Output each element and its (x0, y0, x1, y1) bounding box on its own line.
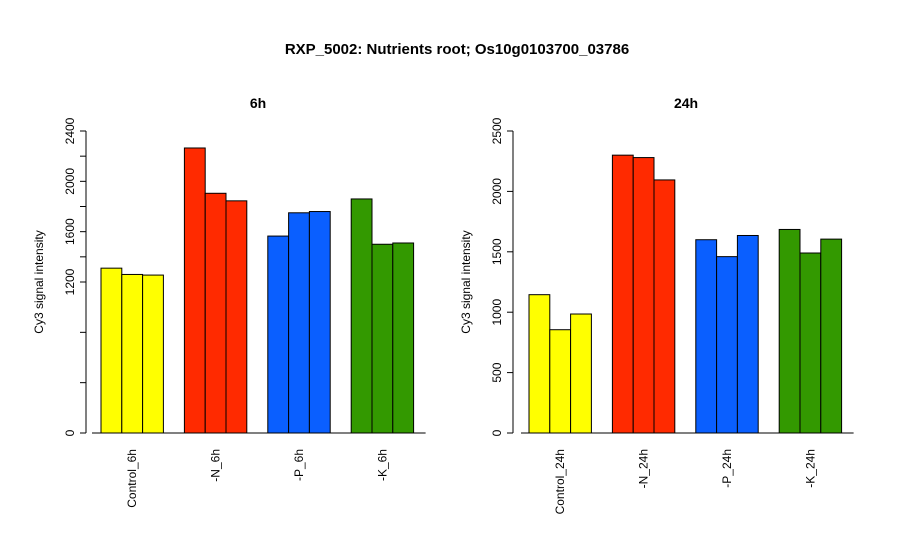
category-label--N_6h: -N_6h (209, 449, 223, 482)
y-tick-label-6h: 1200 (63, 268, 77, 295)
bar--N_6h (204, 192, 227, 434)
bar--P_24h (716, 256, 738, 434)
bar-Control_6h (121, 273, 144, 434)
bar--K_24h (799, 252, 822, 434)
category-label--K_6h: -K_6h (375, 449, 389, 481)
bar--N_24h (611, 154, 634, 434)
bar-Control_24h (528, 294, 551, 434)
y-tick-label-6h: 2400 (63, 117, 77, 144)
bar--K_6h (371, 243, 394, 434)
bar--P_6h (308, 211, 331, 434)
y-tick-label-24h: 0 (490, 429, 504, 436)
y-tick-label-24h: 2000 (490, 178, 504, 205)
category-label--K_24h: -K_24h (803, 449, 817, 488)
category-label-Control_6h: Control_6h (125, 449, 139, 508)
panel-title-6h: 6h (250, 95, 266, 111)
y-tick-label-6h: 0 (63, 429, 77, 436)
y-tick-label-24h: 2500 (490, 117, 504, 144)
y-tick-label-24h: 1000 (490, 299, 504, 326)
category-label-Control_24h: Control_24h (553, 449, 567, 514)
panel-24h: 24h 0 500 1000 1500 2000 2500 Cy3 signal intens… (459, 95, 854, 514)
bar--P_24h (695, 239, 718, 434)
bar--K_24h (820, 238, 843, 434)
y-tick-label-6h: 1600 (63, 218, 77, 245)
y-axis-label-24h: Cy3 signal intensity (459, 230, 473, 333)
category-label--P_24h: -P_24h (720, 449, 734, 488)
bar--N_24h (632, 157, 655, 434)
y-tick-label-24h: 1500 (490, 238, 504, 265)
y-axis-label-6h: Cy3 signal intensity (32, 230, 46, 333)
bar--N_6h (225, 200, 248, 434)
category-label--P_6h: -P_6h (292, 449, 306, 481)
main-title: RXP_5002: Nutrients root; Os10g0103700_0… (285, 41, 629, 58)
panel-title-24h: 24h (674, 95, 698, 111)
bar--P_6h (288, 212, 310, 434)
category-label--N_24h: -N_24h (637, 449, 651, 488)
panel-6h: 6h 0 1200 1600 2000 2400 Cy3 signal intensity C… (32, 95, 426, 508)
bar--N_24h (653, 179, 676, 434)
bar-Control_24h (570, 313, 592, 434)
bar-Control_24h (549, 329, 572, 434)
bar--K_24h (778, 228, 801, 434)
bar--P_6h (267, 235, 290, 434)
bar-Control_6h (142, 274, 164, 434)
y-tick-label-6h: 2000 (63, 168, 77, 195)
bar--K_6h (350, 198, 373, 434)
bar--P_24h (736, 234, 759, 434)
bar--N_6h (183, 147, 206, 434)
y-tick-label-24h: 500 (490, 362, 504, 382)
bar-Control_6h (100, 267, 123, 434)
bar--K_6h (392, 242, 415, 434)
